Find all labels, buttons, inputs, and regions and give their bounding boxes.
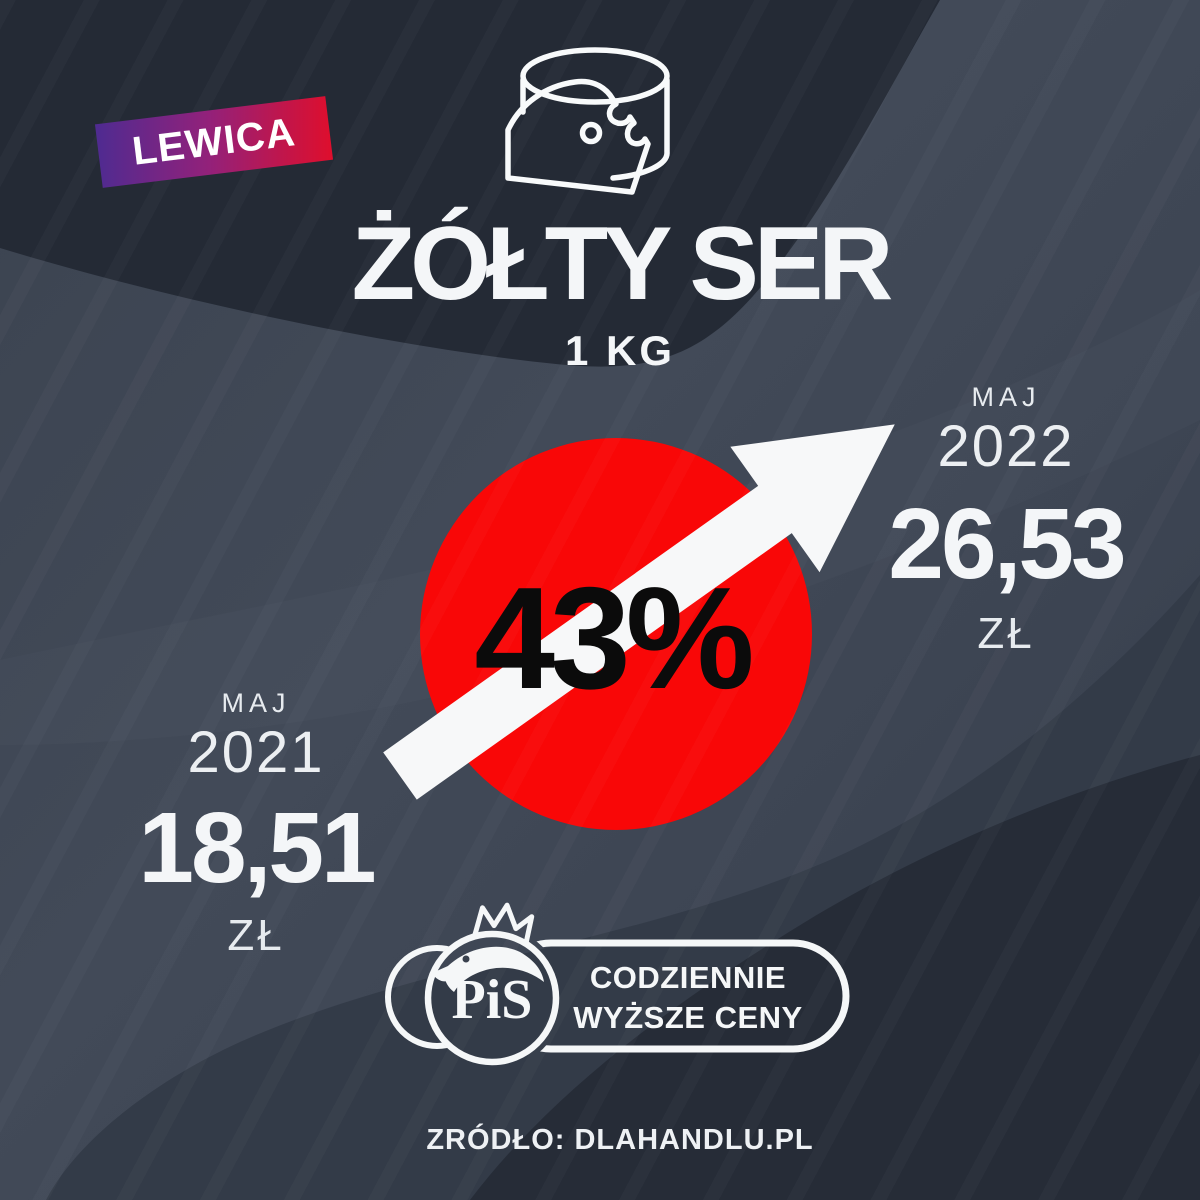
slogan-line-1: CODZIENNIE: [589, 960, 787, 995]
year-label-2021: 2021: [187, 720, 325, 785]
pis-secondary-circle: [385, 945, 489, 1049]
source-credit: ZRÓDŁO: DLAHANDLU.PL: [426, 1124, 814, 1156]
slogan-line-2: WYŻSZE CENY: [573, 1000, 803, 1035]
currency-label-2022: ZŁ: [977, 608, 1035, 658]
percent-change-value: 43%: [474, 557, 754, 719]
slogan-pill-outline: [494, 939, 850, 1053]
pis-logo-text: PiS: [451, 969, 533, 1031]
price-block-2022: MAJ 2022 26,53 ZŁ: [826, 384, 1186, 656]
price-block-2021: MAJ 2021 18,51 ZŁ: [76, 690, 436, 958]
month-label-2022: MAJ: [971, 382, 1041, 412]
trend-arrow-up-icon: [383, 424, 895, 800]
cheese-icon: [505, 47, 670, 195]
wave-top-dark: [0, 0, 940, 367]
wave-bottom-dark: [470, 755, 1200, 1200]
slogan-text: CODZIENNIE WYŻSZE CENY: [556, 958, 820, 1038]
month-label-2021: MAJ: [221, 688, 291, 718]
price-value-2021: 18,51: [138, 791, 376, 904]
page-title: ŻÓŁTY SER: [351, 206, 894, 322]
pis-eagle-icon: [432, 902, 544, 992]
page-subtitle: 1 KG: [564, 327, 676, 374]
lewica-brand-label: LEWICA: [129, 109, 298, 174]
currency-label-2021: ZŁ: [227, 910, 285, 960]
year-label-2022: 2022: [937, 414, 1075, 479]
price-value-2022: 26,53: [888, 487, 1126, 600]
crown-icon: [471, 902, 535, 947]
